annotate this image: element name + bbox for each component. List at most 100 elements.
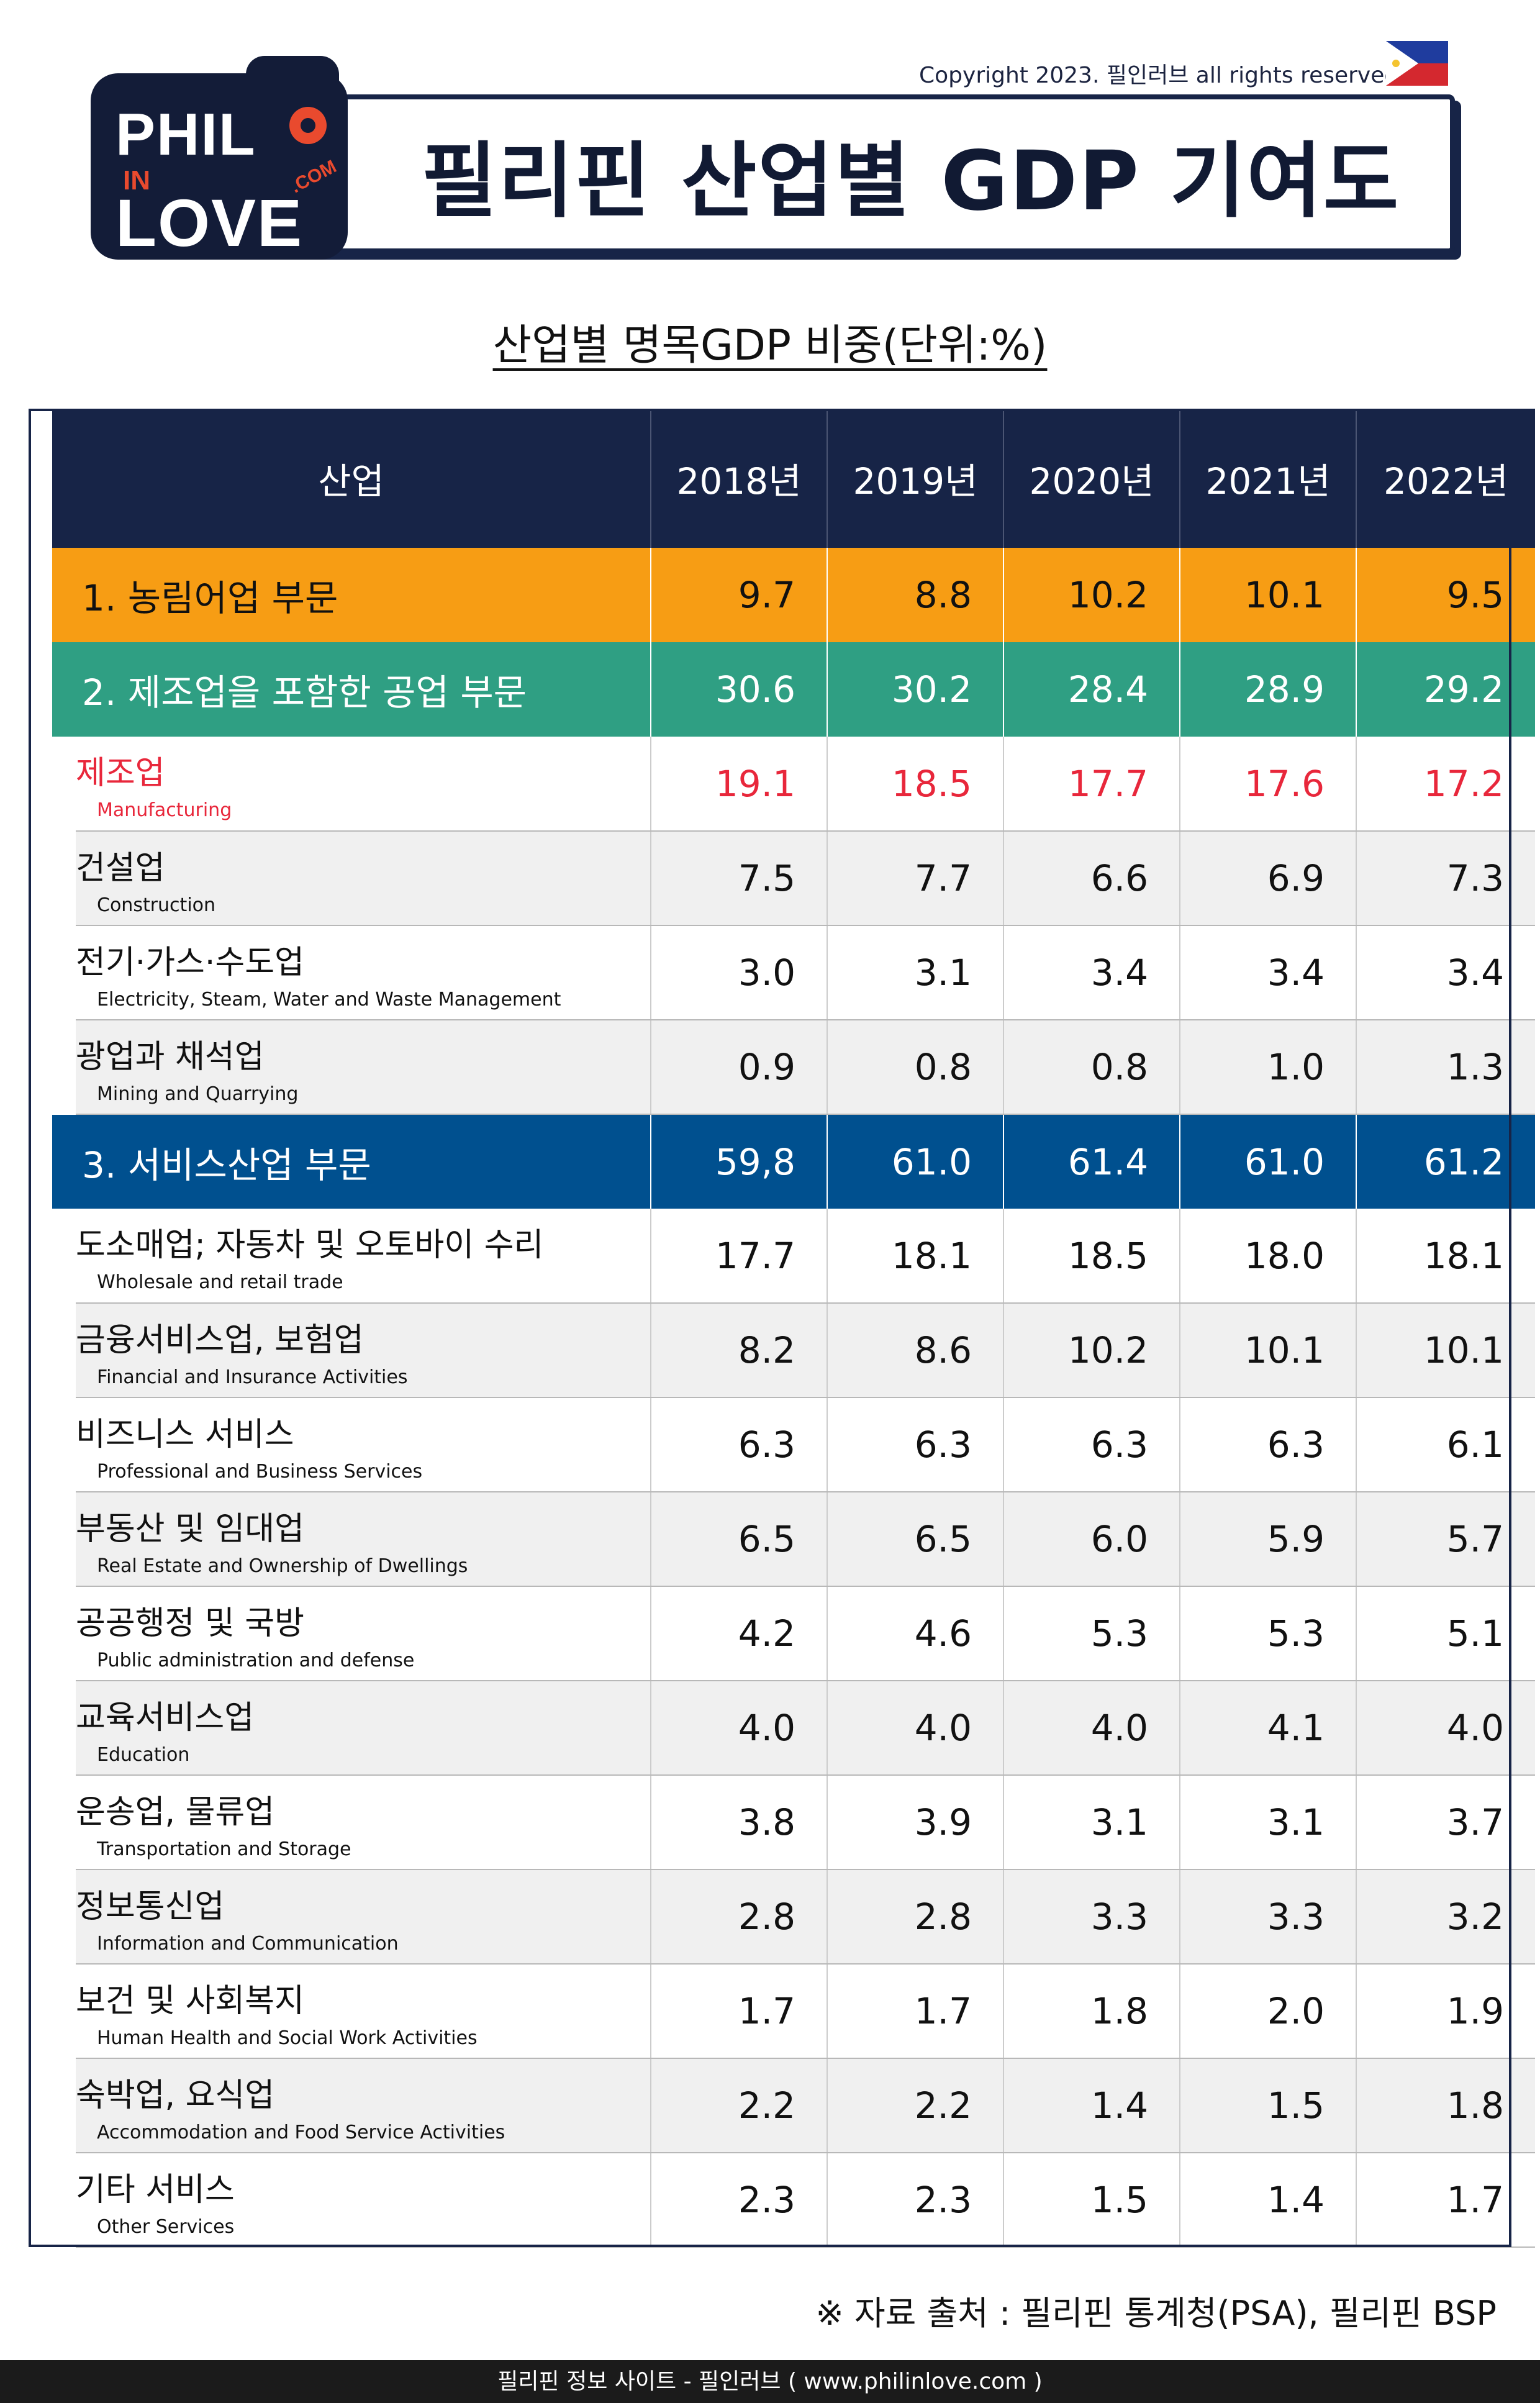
header-2021: 2021년 (1179, 409, 1356, 548)
category-label: 3. 서비스산업 부문 (52, 1114, 651, 1209)
value-cell: 4.0 (827, 1681, 1003, 1776)
value-cell: 0.9 (650, 1020, 827, 1115)
industry-name-cell: 전기·가스·수도업 Electricity, Steam, Water and W… (29, 925, 651, 1020)
table-row: 교육서비스업 Education 4.0 4.0 4.0 4.1 4.0 (29, 1681, 1535, 1776)
industry-name-ko: 기타 서비스 (76, 2171, 235, 2209)
industry-name-en: Manufacturing (97, 799, 232, 821)
value-cell: 1.5 (1179, 2058, 1356, 2153)
industry-name-en: Human Health and Social Work Activities (97, 2027, 478, 2049)
value-cell: 61.0 (1179, 1114, 1356, 1209)
industry-name-cell: 교육서비스업 Education (29, 1681, 651, 1776)
header-2019: 2019년 (827, 409, 1003, 548)
value-cell: 3.9 (827, 1775, 1003, 1870)
footer-bar: 필리핀 정보 사이트 - 필인러브 ( www.philinlove.com ) (0, 2360, 1540, 2403)
value-cell: 10.1 (1356, 1303, 1535, 1398)
value-cell: 6.3 (827, 1397, 1003, 1492)
value-cell: 10.1 (1179, 548, 1356, 642)
value-cell: 1.7 (1356, 2153, 1535, 2248)
industry-name-ko: 공공행정 및 국방 (76, 1605, 304, 1642)
industry-name-cell: 부동산 및 임대업 Real Estate and Ownership of Dw… (29, 1492, 651, 1587)
table-row: 전기·가스·수도업 Electricity, Steam, Water and W… (29, 925, 1535, 1020)
industry-name-cell: 건설업 Construction (29, 831, 651, 926)
value-cell: 28.9 (1179, 642, 1356, 737)
title-banner: 필리핀 산업별 GDP 기여도 (292, 94, 1455, 253)
value-cell: 3.1 (1003, 1775, 1180, 1870)
copyright-text: Copyright 2023. 필인러브 all rights reserved (919, 63, 1399, 88)
table-row: 부동산 및 임대업 Real Estate and Ownership of Dw… (29, 1492, 1535, 1587)
industry-name-ko: 교육서비스업 (76, 1699, 255, 1737)
logo: PHIL IN .COM LOVE (91, 56, 348, 260)
value-cell: 17.2 (1356, 737, 1535, 832)
value-cell: 3.8 (650, 1775, 827, 1870)
value-cell: 5.1 (1356, 1586, 1535, 1681)
value-cell: 28.4 (1003, 642, 1180, 737)
value-cell: 5.3 (1003, 1586, 1180, 1681)
industry-name-ko: 부동산 및 임대업 (76, 1510, 304, 1548)
industry-name-en: Mining and Quarrying (97, 1083, 299, 1105)
industry-name-ko: 도소매업; 자동차 및 오토바이 수리 (76, 1227, 544, 1264)
table-row: 도소매업; 자동차 및 오토바이 수리 Wholesale and retail … (29, 1209, 1535, 1304)
value-cell: 17.6 (1179, 737, 1356, 832)
industry-name-en: Electricity, Steam, Water and Waste Mana… (97, 989, 561, 1011)
value-cell: 9.7 (650, 548, 827, 642)
header-industry: 산업 (52, 409, 651, 548)
industry-name-ko: 금융서비스업, 보험업 (76, 1322, 364, 1359)
table-row: 제조업 Manufacturing 19.1 18.5 17.7 17.6 17.2 (29, 737, 1535, 832)
value-cell: 1.8 (1003, 1964, 1180, 2059)
value-cell: 4.1 (1179, 1681, 1356, 1776)
value-cell: 61.0 (827, 1114, 1003, 1209)
value-cell: 4.0 (1356, 1681, 1535, 1776)
source-note: ※ 자료 출처 : 필리핀 통계청(PSA), 필리핀 BSP (815, 2294, 1497, 2333)
value-cell: 10.2 (1003, 1303, 1180, 1398)
logo-line1: PHIL (116, 101, 256, 168)
value-cell: 61.2 (1356, 1114, 1535, 1209)
value-cell: 2.8 (650, 1869, 827, 1965)
value-cell: 7.3 (1356, 831, 1535, 926)
industry-name-cell: 숙박업, 요식업 Accommodation and Food Service A… (29, 2058, 651, 2153)
value-cell: 59,8 (650, 1114, 827, 1209)
value-cell: 1.3 (1356, 1020, 1535, 1115)
industry-name-en: Public administration and defense (97, 1650, 415, 1671)
category-label: 1. 농림어업 부문 (52, 548, 651, 642)
value-cell: 3.4 (1179, 925, 1356, 1020)
value-cell: 61.4 (1003, 1114, 1180, 1209)
value-cell: 18.1 (1356, 1209, 1535, 1304)
industry-name-cell: 광업과 채석업 Mining and Quarrying (29, 1020, 651, 1115)
value-cell: 17.7 (650, 1209, 827, 1304)
industry-name-en: Other Services (97, 2216, 235, 2238)
value-cell: 6.5 (827, 1492, 1003, 1587)
table-row: 운송업, 물류업 Transportation and Storage 3.8 3.9… (29, 1775, 1535, 1870)
value-cell: 1.9 (1356, 1964, 1535, 2059)
value-cell: 0.8 (827, 1020, 1003, 1115)
value-cell: 10.2 (1003, 548, 1180, 642)
value-cell: 1.7 (827, 1964, 1003, 2059)
value-cell: 8.2 (650, 1303, 827, 1398)
industry-name-ko: 비즈니스 서비스 (76, 1416, 294, 1453)
page-title: 필리핀 산업별 GDP 기여도 (421, 133, 1400, 229)
industry-name-cell: 운송업, 물류업 Transportation and Storage (29, 1775, 651, 1870)
value-cell: 17.7 (1003, 737, 1180, 832)
value-cell: 1.4 (1179, 2153, 1356, 2248)
value-cell: 3.3 (1179, 1869, 1356, 1965)
value-cell: 1.5 (1003, 2153, 1180, 2248)
value-cell: 18.0 (1179, 1209, 1356, 1304)
industry-name-en: Information and Communication (97, 1933, 399, 1955)
category-row-agriculture: 1. 농림어업 부문 9.7 8.8 10.2 10.1 9.5 (52, 548, 1535, 642)
industry-name-cell: 정보통신업 Information and Communication (29, 1869, 651, 1965)
header-2018: 2018년 (650, 409, 827, 548)
logo-line3: LOVE (116, 185, 304, 260)
industry-name-en: Wholesale and retail trade (97, 1271, 343, 1293)
value-cell: 6.5 (650, 1492, 827, 1587)
header-2022: 2022년 (1356, 409, 1535, 548)
value-cell: 7.7 (827, 831, 1003, 926)
value-cell: 3.3 (1003, 1869, 1180, 1965)
value-cell: 1.7 (650, 1964, 827, 2059)
table-row: 비즈니스 서비스 Professional and Business Servic… (29, 1397, 1535, 1492)
philippines-flag-icon (1386, 41, 1448, 86)
value-cell: 18.5 (1003, 1209, 1180, 1304)
value-cell: 6.3 (1003, 1397, 1180, 1492)
table-header-row: 산업 2018년 2019년 2020년 2021년 2022년 (52, 409, 1535, 548)
industry-name-ko: 정보통신업 (76, 1888, 225, 1925)
value-cell: 6.0 (1003, 1492, 1180, 1587)
value-cell: 6.3 (1179, 1397, 1356, 1492)
